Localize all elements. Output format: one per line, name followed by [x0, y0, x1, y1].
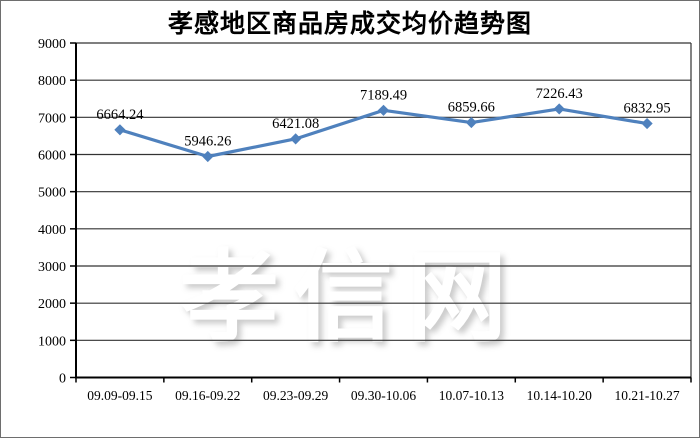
x-tick-label: 09.09-09.15: [87, 388, 152, 403]
data-label: 6664.24: [96, 107, 144, 123]
data-point-marker: [290, 133, 302, 145]
y-tick-label: 5000: [38, 186, 66, 201]
x-tick-label: 10.21-10.27: [614, 388, 679, 403]
y-tick-label: 0: [59, 372, 66, 387]
x-tick-label: 09.23-09.29: [263, 388, 328, 403]
y-tick-label: 2000: [38, 297, 66, 312]
data-label: 5946.26: [184, 133, 231, 149]
y-tick-label: 9000: [38, 37, 66, 52]
data-point-marker: [377, 104, 390, 116]
data-label: 7189.49: [360, 87, 407, 103]
y-tick-label: 1000: [38, 334, 66, 349]
x-tick-label: 09.16-09.22: [175, 388, 240, 403]
x-tick-label: 10.07-10.13: [439, 388, 504, 403]
x-tick-label: 10.14-10.20: [527, 388, 592, 403]
data-point-marker: [114, 124, 126, 136]
y-tick-label: 4000: [38, 223, 66, 238]
data-point-marker: [465, 116, 477, 129]
data-label: 6421.08: [272, 116, 319, 132]
y-tick-label: 7000: [38, 111, 66, 126]
y-tick-label: 8000: [38, 74, 66, 89]
y-tick-label: 6000: [38, 149, 66, 164]
data-point-marker: [202, 150, 214, 163]
y-tick-label: 3000: [38, 260, 66, 275]
data-label: 7226.43: [536, 86, 583, 102]
x-tick-label: 09.30-10.06: [351, 388, 416, 403]
data-label: 6859.66: [448, 100, 495, 116]
chart-title: 孝感地区商品房成交均价趋势图: [167, 10, 532, 38]
data-point-marker: [641, 117, 653, 130]
data-point-marker: [553, 103, 565, 115]
data-label: 6832.95: [624, 101, 671, 117]
